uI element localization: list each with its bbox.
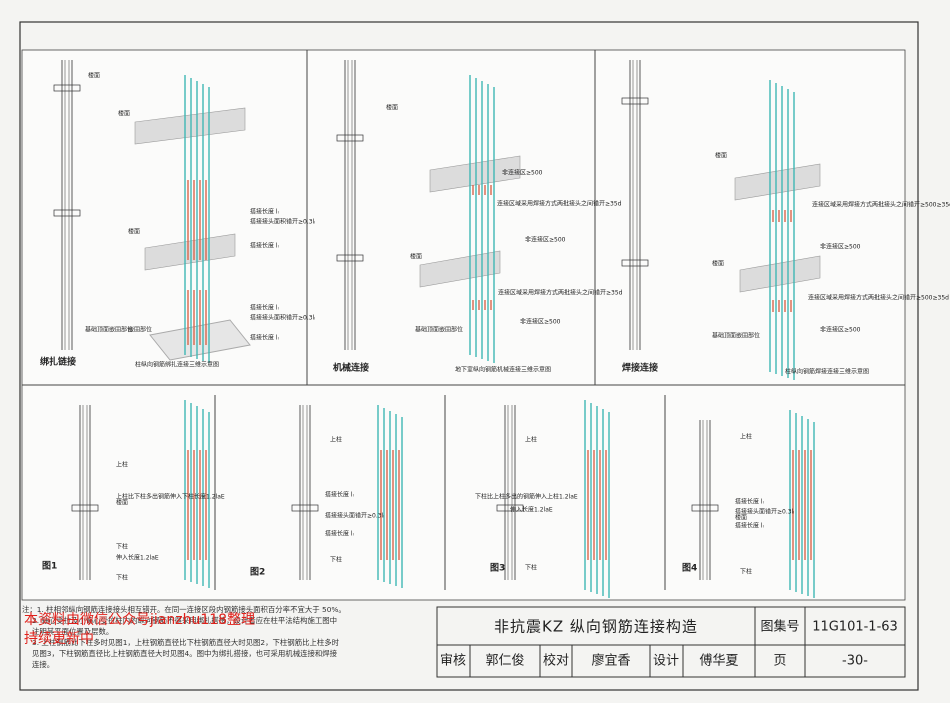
- label: 校对: [543, 653, 569, 669]
- annotation: 搭接接头面积错开≥0.3lₗ: [250, 314, 315, 322]
- annotation: 基础顶面嵌固部位: [85, 326, 133, 334]
- figure-caption: 图2: [250, 567, 265, 578]
- annotation: 下柱: [740, 568, 752, 576]
- illustrations: [53, 60, 821, 598]
- annotation: 基础顶面嵌固部位: [712, 332, 760, 340]
- title-block-frame: [436, 606, 906, 678]
- note-line: 见图3，下柱钢筋直径比上柱钢筋直径大时见图4。图中为绑扎搭接，也可采用机械连接和…: [32, 649, 338, 658]
- page-number: -30-: [842, 654, 868, 669]
- annotation: 搭接接头面错开≥0.3lₗ: [325, 512, 384, 520]
- drawing-area: [21, 49, 906, 601]
- label: 审核: [440, 654, 466, 669]
- slab-3d: [734, 163, 821, 201]
- annotation: 搭接长度 lₗ: [250, 242, 279, 250]
- annotation: 非连接区≥500: [520, 318, 561, 326]
- annotation: 非连接区≥500: [502, 169, 543, 177]
- annotation: 上柱: [525, 436, 537, 444]
- slab: [336, 134, 364, 142]
- slab: [291, 504, 319, 512]
- annotation: 非连接区≥500: [820, 326, 861, 334]
- sheet-title: 非抗震KZ 纵向钢筋连接构造: [494, 618, 698, 636]
- slab: [336, 254, 364, 262]
- label: 图集号: [760, 619, 799, 635]
- slab: [691, 504, 719, 512]
- signature: 廖宜香: [591, 653, 630, 669]
- annotation: 嵌固部位: [128, 326, 152, 334]
- note-line: 注明其平面位置及层数。: [32, 627, 113, 636]
- annotation: 楼面: [116, 499, 128, 507]
- annotation: 下柱: [116, 543, 128, 551]
- atlas-number: 11G101-1-63: [812, 620, 898, 635]
- slab: [71, 504, 99, 512]
- slab: [621, 259, 649, 267]
- annotation: 搭接长度 lₗ: [250, 334, 279, 342]
- annotation: 连接区域采用焊接方式两批接头之间错开≥35d: [498, 289, 623, 297]
- panel-caption: 焊接连接: [622, 362, 658, 374]
- title-block: [436, 606, 906, 678]
- annotation: 楼面: [715, 152, 727, 160]
- annotation: 搭接接头面积错开≥0.3lₗ: [250, 218, 315, 226]
- annotation: 上柱: [330, 436, 342, 444]
- sheet-frame: [19, 21, 919, 691]
- annotation: 搭接长度 lₗ: [735, 498, 764, 506]
- slab-3d: [144, 233, 236, 271]
- annotation: 柱纵向钢筋焊接连接三维示意图: [785, 368, 869, 376]
- annotation: 非连接区≥500: [525, 236, 566, 244]
- note-line: 3. 上柱钢筋比下柱多时见图1，上柱钢筋直径比下柱钢筋直径大时见图2，下柱钢筋比…: [32, 638, 340, 647]
- annotation: 地下室纵向钢筋机械连接三维示意图: [455, 366, 551, 374]
- annotation: 上柱: [740, 433, 752, 441]
- annotation: 伸入长度1.2laE: [116, 554, 159, 562]
- figure-caption: 图3: [490, 563, 505, 574]
- label: 设计: [653, 654, 679, 669]
- signature: 傅华夏: [699, 654, 738, 669]
- figure-caption: 图1: [42, 561, 57, 572]
- annotation: 搭接长度 lₗ: [325, 530, 354, 538]
- figure-caption: 图4: [682, 563, 697, 574]
- annotation: 上柱比下柱多出钢筋伸入下柱长度1.2laE: [116, 493, 225, 501]
- slab-3d: [429, 155, 521, 193]
- signature: 郭仁俊: [485, 653, 524, 669]
- note-line: 2. 轴心受拉及小偏心受拉柱内的纵向钢筋不得采用绑扎搭接，设计者应在柱平法结构施…: [32, 616, 337, 625]
- annotation: 楼面: [128, 228, 140, 236]
- panel-caption: 绑扎链接: [40, 356, 76, 368]
- annotation: 连接区域采用焊接方式两批接头之间错开≥500≥35d: [812, 201, 950, 209]
- label: 页: [773, 654, 786, 669]
- annotation: 柱纵向钢筋绑扎连接三维示意图: [135, 361, 219, 369]
- annotation: 下柱: [330, 556, 342, 564]
- watermark: 本资料由微信公众号jianzhu118整理: [24, 612, 255, 628]
- annotation: 伸入长度1.2laE: [510, 506, 553, 514]
- annotation: 非连接区≥500: [820, 243, 861, 251]
- annotation: 连接区域采用焊接方式两批接头之间错开≥500≥35d: [808, 294, 949, 302]
- note-line: 连接。: [32, 660, 54, 669]
- annotation: 搭接长度 lₗ: [250, 304, 279, 312]
- note-line: 注：1. 柱相邻纵向钢筋连接接头相互错开。在同一连接区段内钢筋接头面积百分率不宜…: [22, 605, 346, 614]
- annotation: 基础顶面嵌固部位: [415, 326, 463, 334]
- slab: [621, 97, 649, 105]
- annotation: 楼面: [118, 110, 130, 118]
- slab: [53, 84, 81, 92]
- annotation: 楼面: [410, 253, 422, 261]
- annotation: 下柱: [525, 564, 537, 572]
- annotation: 下柱比上柱多出的钢筋伸入上柱1.2laE: [475, 493, 578, 501]
- annotation: 连接区域采用焊接方式两批接头之间错开≥35d: [497, 200, 622, 208]
- slab: [53, 209, 81, 217]
- panel-caption: 机械连接: [333, 362, 369, 374]
- annotation: 上柱: [116, 461, 128, 469]
- slab: [496, 504, 524, 512]
- annotation: 搭接长度 lₗ: [250, 208, 279, 216]
- annotation: 楼面: [712, 260, 724, 268]
- annotation: 下柱: [116, 574, 128, 582]
- annotation: 搭接长度 lₗ: [325, 491, 354, 499]
- watermark: 持续更新中: [24, 630, 94, 647]
- annotation: 楼面: [88, 72, 100, 80]
- annotation: 楼面: [386, 104, 398, 112]
- annotation: 楼面: [735, 514, 747, 522]
- annotation: 搭接长度 lₗ: [735, 522, 764, 530]
- annotation: 搭接接头面错开≥0.3lₗ: [735, 508, 794, 516]
- slab-3d: [419, 250, 501, 288]
